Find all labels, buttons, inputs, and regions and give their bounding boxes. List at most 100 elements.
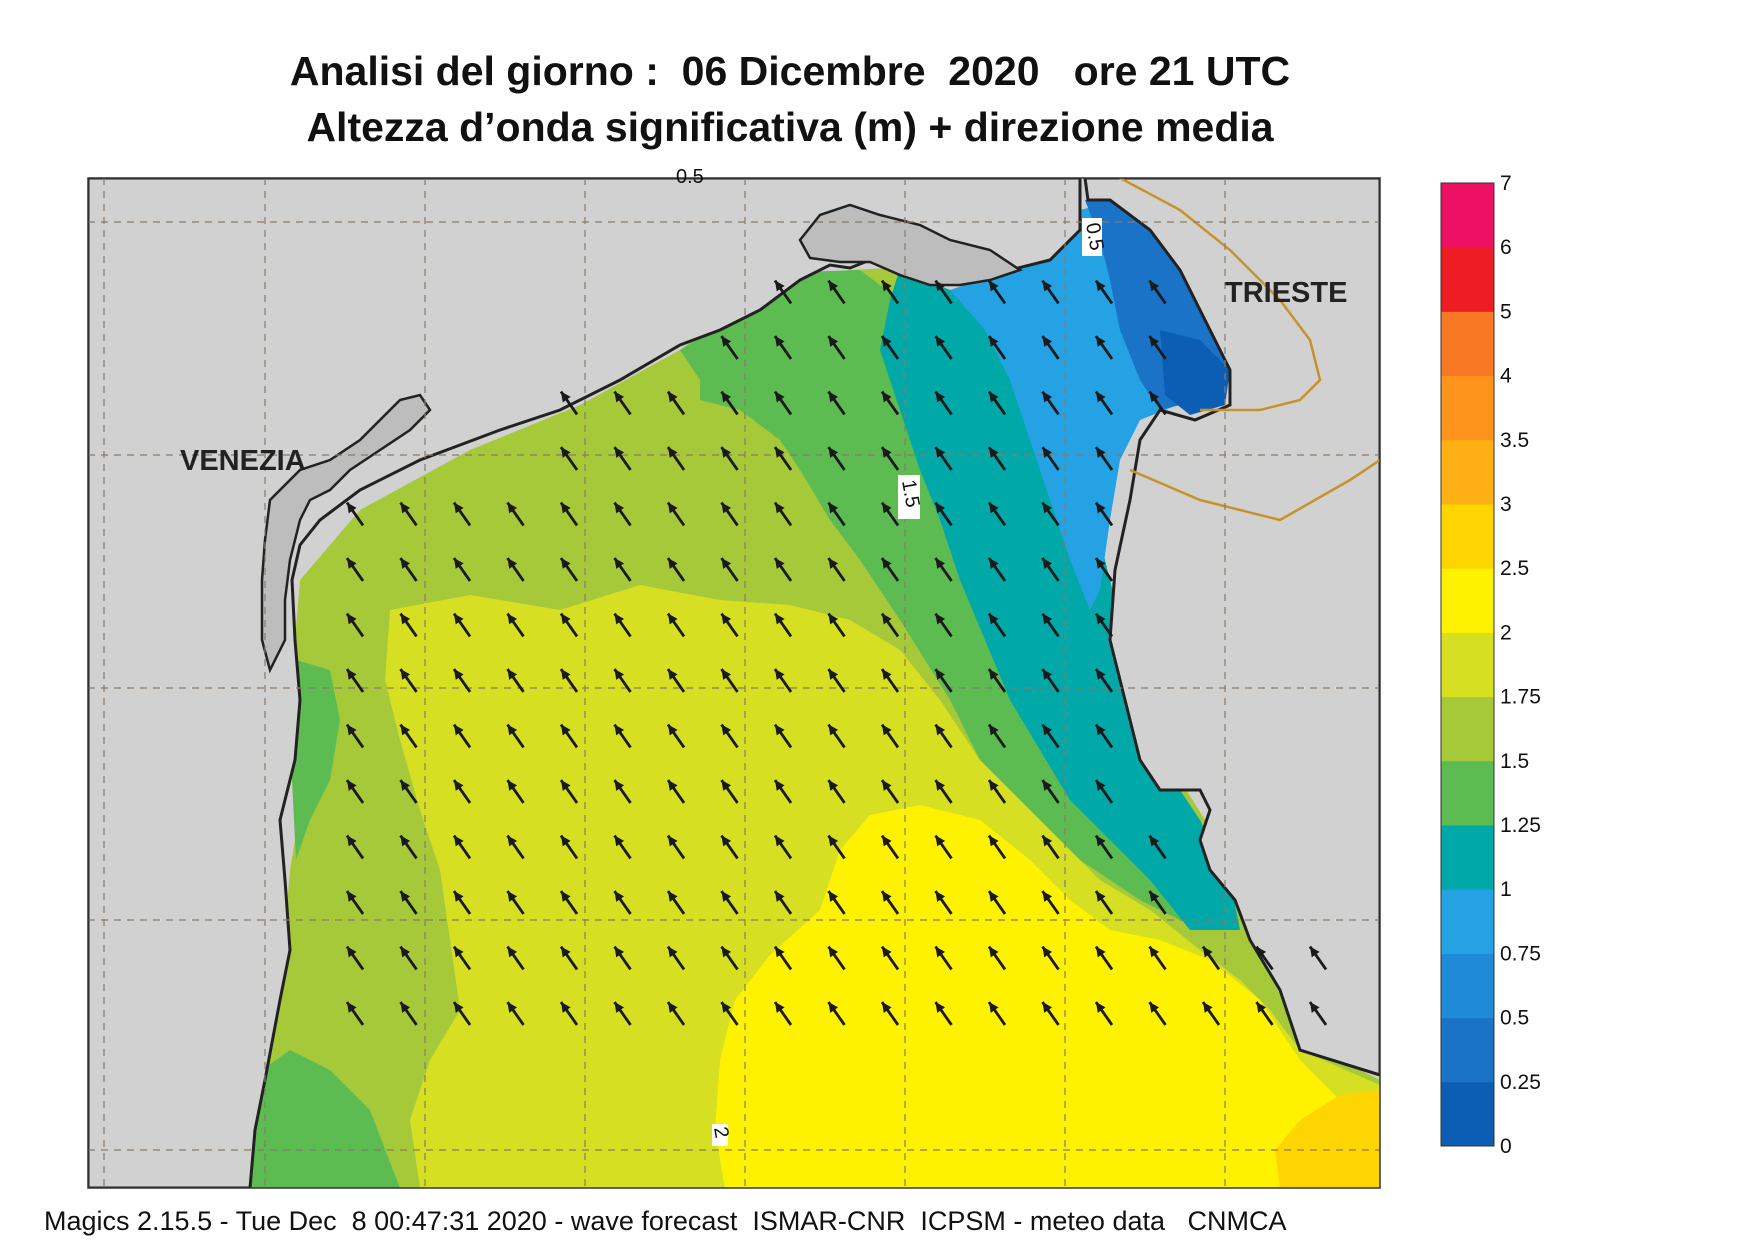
colorbar-tick-label: 3 — [1500, 493, 1512, 516]
arrow-nw-icon — [1094, 723, 1114, 749]
arrow-nw-icon — [613, 612, 632, 638]
arrow-nw-icon — [666, 1001, 686, 1026]
colorbar-frame — [1440, 182, 1495, 1147]
contour-label-0.5-top: 0.5 — [676, 166, 704, 188]
colorbar-swatch — [1441, 632, 1494, 698]
arrow-nw-icon — [880, 779, 900, 804]
arrow-nw-icon — [1094, 890, 1114, 915]
arrow-nw-icon — [1041, 834, 1060, 860]
arrow-nw-icon — [559, 612, 579, 638]
arrow-nw-icon — [987, 668, 1007, 693]
arrow-nw-icon — [827, 834, 846, 860]
arrow-nw-icon — [773, 279, 793, 305]
svg-text:1.5: 1.5 — [897, 478, 923, 509]
arrow-nw-icon — [987, 1001, 1007, 1026]
arrow-nw-icon — [559, 557, 579, 582]
arrow-nw-icon — [452, 501, 472, 527]
arrow-nw-icon — [773, 335, 793, 360]
arrow-nw-icon — [666, 446, 686, 471]
arrow-nw-icon — [345, 612, 365, 638]
arrow-nw-icon — [1041, 723, 1060, 749]
arrow-nw-icon — [1148, 279, 1167, 305]
sea-band-1.25-west — [292, 660, 340, 860]
arrow-nw-icon — [773, 834, 793, 860]
arrow-nw-icon — [345, 779, 365, 804]
arrow-nw-icon — [345, 1001, 365, 1026]
arrow-nw-icon — [827, 779, 846, 804]
arrow-nw-icon — [987, 279, 1007, 305]
arrow-nw-icon — [399, 1001, 418, 1026]
arrow-nw-icon — [613, 890, 632, 915]
arrow-nw-icon — [506, 945, 525, 971]
svg-text:2: 2 — [709, 1125, 733, 1140]
map-title: Analisi del giorno : 06 Dicembre 2020 or… — [289, 48, 1291, 94]
arrow-nw-icon — [827, 890, 846, 915]
colorbar-swatch — [1441, 825, 1494, 890]
svg-text:0.5: 0.5 — [1081, 221, 1107, 252]
arrow-nw-icon — [1094, 390, 1114, 416]
arrow-nw-icon — [880, 834, 900, 860]
arrow-nw-icon — [1041, 890, 1060, 915]
arrow-nw-icon — [880, 335, 900, 360]
arrow-nw-icon — [720, 945, 739, 971]
colorbar-swatch — [1441, 953, 1494, 1019]
arrow-nw-icon — [880, 557, 900, 582]
arrow-nw-icon — [506, 723, 525, 749]
arrow-nw-icon — [506, 557, 525, 582]
arrow-nw-icon — [506, 1001, 525, 1026]
arrow-nw-icon — [880, 945, 900, 971]
arrow-nw-icon — [452, 557, 472, 582]
colorbar-swatch — [1441, 439, 1494, 505]
arrow-nw-icon — [613, 390, 632, 416]
arrow-nw-icon — [880, 612, 900, 638]
arrow-nw-icon — [399, 834, 418, 860]
arrow-nw-icon — [666, 501, 686, 527]
arrow-nw-icon — [1041, 446, 1060, 471]
arrow-nw-icon — [399, 612, 418, 638]
sea-band-2.5 — [1275, 1090, 1380, 1188]
arrow-nw-icon — [934, 557, 953, 582]
arrow-nw-icon — [559, 779, 579, 804]
arrow-nw-icon — [506, 890, 525, 915]
grado-lagoon — [798, 203, 1023, 287]
arrow-nw-icon — [1094, 557, 1114, 582]
city-label-trieste: TRIESTE — [1225, 277, 1347, 309]
arrow-nw-icon — [613, 446, 632, 471]
arrow-nw-icon — [934, 1001, 953, 1026]
arrow-nw-icon — [559, 501, 579, 527]
arrow-nw-icon — [506, 668, 525, 693]
colorbar: 0 0.25 0.5 0.75 1 1.25 1.5 1.75 2 2.5 3 3.5 4 5 6 7 — [1440, 172, 1541, 1158]
arrow-nw-icon — [399, 779, 418, 804]
arrow-nw-icon — [399, 723, 418, 749]
arrow-nw-icon — [1308, 1001, 1328, 1026]
arrow-nw-icon — [452, 945, 472, 971]
arrow-nw-icon — [880, 446, 900, 471]
colorbar-tick-label: 1.75 — [1500, 686, 1541, 709]
arrow-nw-icon — [987, 446, 1007, 471]
arrow-nw-icon — [987, 945, 1007, 971]
arrow-nw-icon — [987, 612, 1007, 638]
arrow-nw-icon — [773, 945, 793, 971]
arrow-nw-icon — [827, 1001, 846, 1026]
colorbar-tick-label: 2.5 — [1500, 557, 1529, 580]
arrow-nw-icon — [720, 612, 739, 638]
arrow-nw-icon — [559, 834, 579, 860]
arrow-nw-icon — [559, 890, 579, 915]
arrow-nw-icon — [934, 279, 953, 305]
arrow-nw-icon — [987, 779, 1007, 804]
arrow-nw-icon — [666, 557, 686, 582]
arrow-nw-icon — [1041, 612, 1060, 638]
arrow-nw-icon — [1148, 945, 1167, 971]
arrow-nw-icon — [880, 279, 900, 305]
arrow-nw-icon — [666, 890, 686, 915]
arrow-nw-icon — [773, 501, 793, 527]
arrow-nw-icon — [934, 890, 953, 915]
arrow-nw-icon — [934, 834, 953, 860]
arrow-nw-icon — [934, 945, 953, 971]
arrow-nw-icon — [987, 501, 1007, 527]
colorbar-swatch — [1441, 247, 1494, 312]
arrow-nw-icon — [987, 834, 1007, 860]
arrow-nw-icon — [773, 668, 793, 693]
border-line-2 — [1129, 458, 1380, 522]
arrow-nw-icon — [720, 668, 739, 693]
